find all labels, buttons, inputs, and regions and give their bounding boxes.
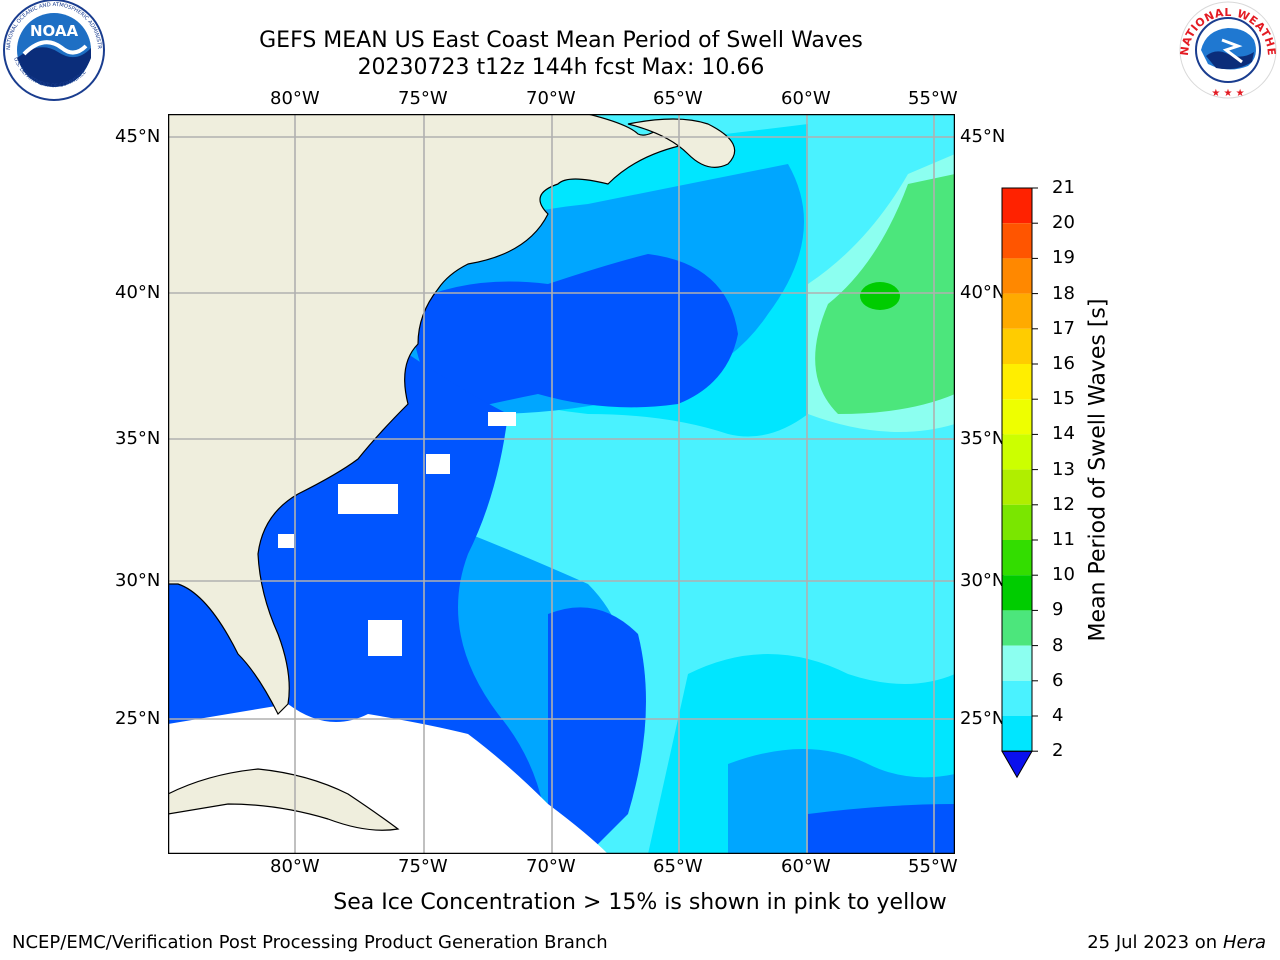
no-data-patch-4 (368, 620, 402, 656)
footer-date-text: 25 Jul 2023 on (1087, 932, 1223, 953)
lon-label-bottom-70w: 70°W (526, 856, 576, 877)
colorbar-tick-12: 12 (1052, 493, 1075, 515)
lat-label-left-40n: 40°N (115, 282, 161, 303)
nws-stars: ★ ★ ★ (1211, 88, 1244, 99)
map-panel (168, 114, 955, 854)
map-subtitle: 20230723 t12z 144h fcst Max: 10.66 (357, 55, 765, 80)
colorbar-tick-19: 19 (1052, 247, 1075, 269)
lon-label-bottom-60w: 60°W (781, 856, 831, 877)
colorbar-segment (1002, 645, 1032, 681)
colorbar-segment (1002, 504, 1032, 540)
lat-label-left-30n: 30°N (115, 570, 161, 591)
lon-label-top-60w: 60°W (781, 88, 831, 109)
colorbar-segment (1002, 399, 1032, 435)
footer-host: Hera (1222, 932, 1266, 953)
lon-label-top-75w: 75°W (398, 88, 448, 109)
colorbar-segment (1002, 188, 1032, 224)
colorbar (1001, 187, 1038, 779)
colorbar-segment (1002, 716, 1032, 752)
colorbar-segment (1002, 293, 1032, 329)
land-north-america (168, 114, 690, 716)
land-nova-scotia (627, 118, 736, 168)
swell-max-patch (860, 282, 900, 310)
lat-label-right-35n: 35°N (960, 428, 1006, 449)
no-data-caribbean (168, 704, 608, 854)
noaa-logo-text: NOAA (30, 22, 79, 40)
colorbar-segment (1002, 540, 1032, 576)
sea-ice-note: Sea Ice Concentration > 15% is shown in … (0, 892, 1280, 914)
colorbar-label: Mean Period of Swell Waves [s] (1085, 298, 1111, 642)
colorbar-segment (1002, 223, 1032, 259)
colorbar-extend-arrow (1001, 750, 1033, 779)
graticule (168, 114, 955, 854)
swell-zone-short-channel (548, 607, 646, 854)
no-data-patch-5 (278, 534, 294, 548)
footer-date: 25 Jul 2023 on Hera (1087, 932, 1266, 954)
lat-label-right-45n: 45°N (960, 126, 1006, 147)
colorbar-segment (1002, 469, 1032, 505)
colorbar-tick-6: 6 (1052, 669, 1064, 691)
map-border (168, 114, 955, 854)
swell-zone-short-north (408, 254, 738, 414)
colorbar-tick-14: 14 (1052, 423, 1075, 445)
colorbar-tick-2: 2 (1052, 740, 1064, 762)
colorbar-tick-21: 21 (1052, 177, 1075, 198)
colorbar-tick-11: 11 (1052, 529, 1075, 550)
lon-label-top-55w: 55°W (908, 88, 958, 109)
lon-label-bottom-65w: 65°W (653, 856, 703, 877)
colorbar-tick-16: 16 (1052, 353, 1075, 374)
land-cuba (168, 768, 400, 831)
colorbar-segment (1002, 258, 1032, 294)
colorbar-tick-17: 17 (1052, 317, 1075, 339)
swell-zone-south-short (808, 804, 955, 854)
colorbar-tick-18: 18 (1052, 282, 1075, 304)
sea-ice-note-text: Sea Ice Concentration > 15% is shown in … (333, 890, 947, 915)
lon-label-bottom-80w: 80°W (270, 856, 320, 877)
lon-label-top-65w: 65°W (653, 88, 703, 109)
colorbar-segment (1002, 610, 1032, 646)
lon-label-bottom-55w: 55°W (908, 856, 958, 877)
lat-label-right-40n: 40°N (960, 282, 1006, 303)
noaa-logo: NOAA NATIONAL OCEANIC AND ATMOSPHERIC AD… (0, 0, 105, 101)
lat-label-left-35n: 35°N (115, 428, 161, 449)
lon-label-top-80w: 80°W (270, 88, 320, 109)
colorbar-tick-8: 8 (1052, 634, 1064, 656)
no-data-patch-1 (488, 412, 516, 426)
no-data-patch-3 (338, 484, 398, 514)
colorbar-tick-9: 9 (1052, 599, 1064, 621)
lon-label-bottom-75w: 75°W (398, 856, 448, 877)
colorbar-tick-10: 10 (1052, 564, 1075, 586)
lat-label-right-25n: 25°N (960, 708, 1006, 729)
nws-logo: NATIONAL WEATHER SERVICE ★ ★ ★ (1176, 0, 1278, 99)
lat-label-left-25n: 25°N (115, 708, 161, 729)
lat-label-right-30n: 30°N (960, 570, 1006, 591)
no-data-patch-2 (426, 454, 450, 474)
map-title: GEFS MEAN US East Coast Mean Period of S… (259, 28, 863, 53)
footer-credit: NCEP/EMC/Verification Post Processing Pr… (12, 932, 608, 953)
colorbar-segment (1002, 575, 1032, 611)
colorbar-segment (1002, 328, 1032, 364)
colorbar-tick-13: 13 (1052, 458, 1075, 480)
colorbar-segment (1002, 364, 1032, 400)
colorbar-tick-4: 4 (1052, 705, 1064, 726)
lon-label-top-70w: 70°W (526, 88, 576, 109)
lat-label-left-45n: 45°N (115, 126, 161, 147)
colorbar-segment (1002, 680, 1032, 716)
colorbar-segment (1002, 434, 1032, 470)
colorbar-tick-20: 20 (1052, 212, 1075, 234)
colorbar-tick-15: 15 (1052, 388, 1075, 410)
